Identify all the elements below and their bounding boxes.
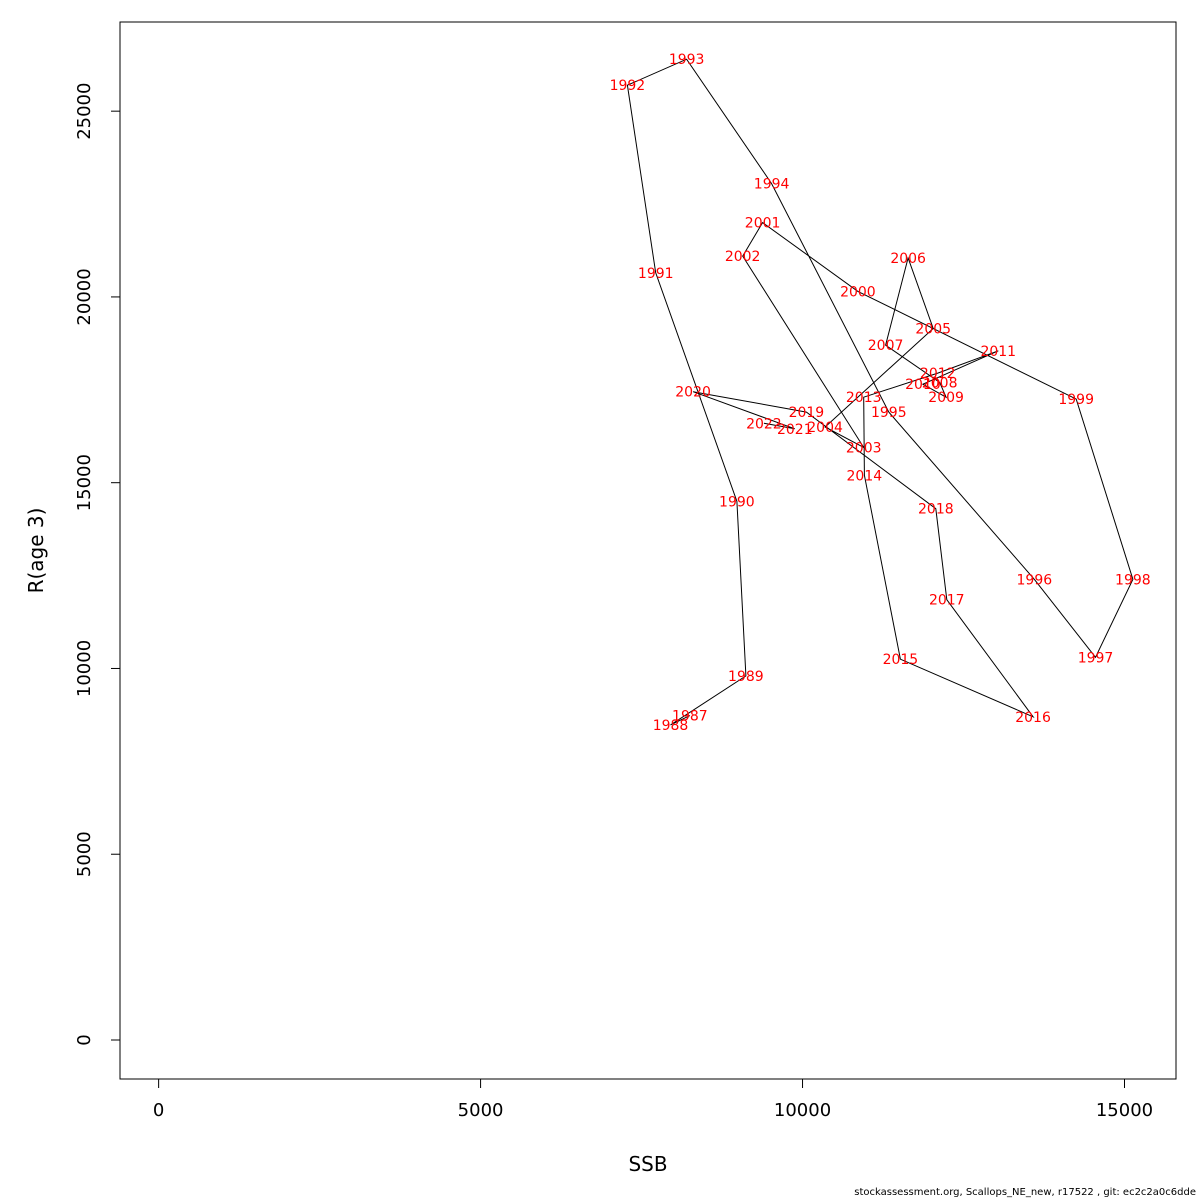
y-tick-label: 10000: [74, 640, 95, 697]
point-label-2000: 2000: [840, 284, 876, 300]
point-label-2020: 2020: [675, 385, 711, 401]
point-label-2007: 2007: [868, 338, 904, 354]
point-label-2018: 2018: [918, 502, 954, 518]
x-tick-label: 0: [153, 1100, 164, 1121]
point-label-2021: 2021: [777, 422, 813, 438]
y-axis-title: R(age 3): [24, 508, 48, 594]
point-label-2011: 2011: [980, 344, 1016, 360]
point-label-1991: 1991: [638, 266, 674, 282]
x-tick-label: 10000: [774, 1100, 831, 1121]
point-label-1994: 1994: [754, 177, 790, 193]
point-label-1990: 1990: [719, 494, 755, 510]
point-label-2002: 2002: [725, 249, 761, 265]
point-label-1993: 1993: [669, 52, 705, 68]
point-label-1998: 1998: [1115, 572, 1151, 588]
point-label-2013: 2013: [846, 390, 882, 406]
point-label-2017: 2017: [929, 593, 965, 609]
point-label-1987: 1987: [672, 709, 708, 725]
x-tick-label: 15000: [1096, 1100, 1153, 1121]
y-tick-label: 20000: [74, 268, 95, 325]
x-axis: 0 5000 10000 15000: [153, 1078, 1153, 1121]
point-label-1996: 1996: [1017, 572, 1053, 588]
point-label-2019: 2019: [789, 405, 825, 421]
point-label-2008: 2008: [922, 375, 958, 391]
x-tick-label: 5000: [458, 1100, 504, 1121]
point-label-1988: 1988: [653, 718, 689, 734]
point-label-1989: 1989: [728, 669, 764, 685]
y-tick-label: 25000: [74, 83, 95, 140]
point-label-2015: 2015: [883, 652, 919, 668]
point-label-2022: 2022: [746, 416, 782, 432]
point-label-2004: 2004: [807, 420, 843, 436]
point-label-1995: 1995: [871, 405, 907, 421]
point-label-1999: 1999: [1058, 392, 1094, 408]
point-label-2006: 2006: [890, 251, 926, 267]
plot-area: [119, 21, 1177, 1080]
y-tick-label: 0: [74, 1034, 95, 1045]
footer-credit: stockassessment.org, Scallops_NE_new, r1…: [854, 1187, 1196, 1198]
point-label-2009: 2009: [928, 390, 964, 406]
point-label-1997: 1997: [1078, 650, 1114, 666]
point-label-2010: 2010: [905, 377, 941, 393]
x-axis-title: SSB: [628, 1152, 667, 1176]
y-tick-label: 15000: [74, 454, 95, 511]
y-tick-label: 5000: [74, 831, 95, 877]
trajectory-line: [626, 58, 1134, 726]
point-label-2001: 2001: [745, 216, 781, 232]
point-label-2005: 2005: [915, 322, 951, 338]
point-label-2016: 2016: [1015, 710, 1051, 726]
point-label-1992: 1992: [610, 78, 646, 94]
point-label-2003: 2003: [846, 440, 882, 456]
point-label-2014: 2014: [847, 468, 883, 484]
y-axis: 0 5000 10000 15000 20000 25000: [74, 83, 121, 1046]
point-label-2012: 2012: [920, 366, 956, 382]
